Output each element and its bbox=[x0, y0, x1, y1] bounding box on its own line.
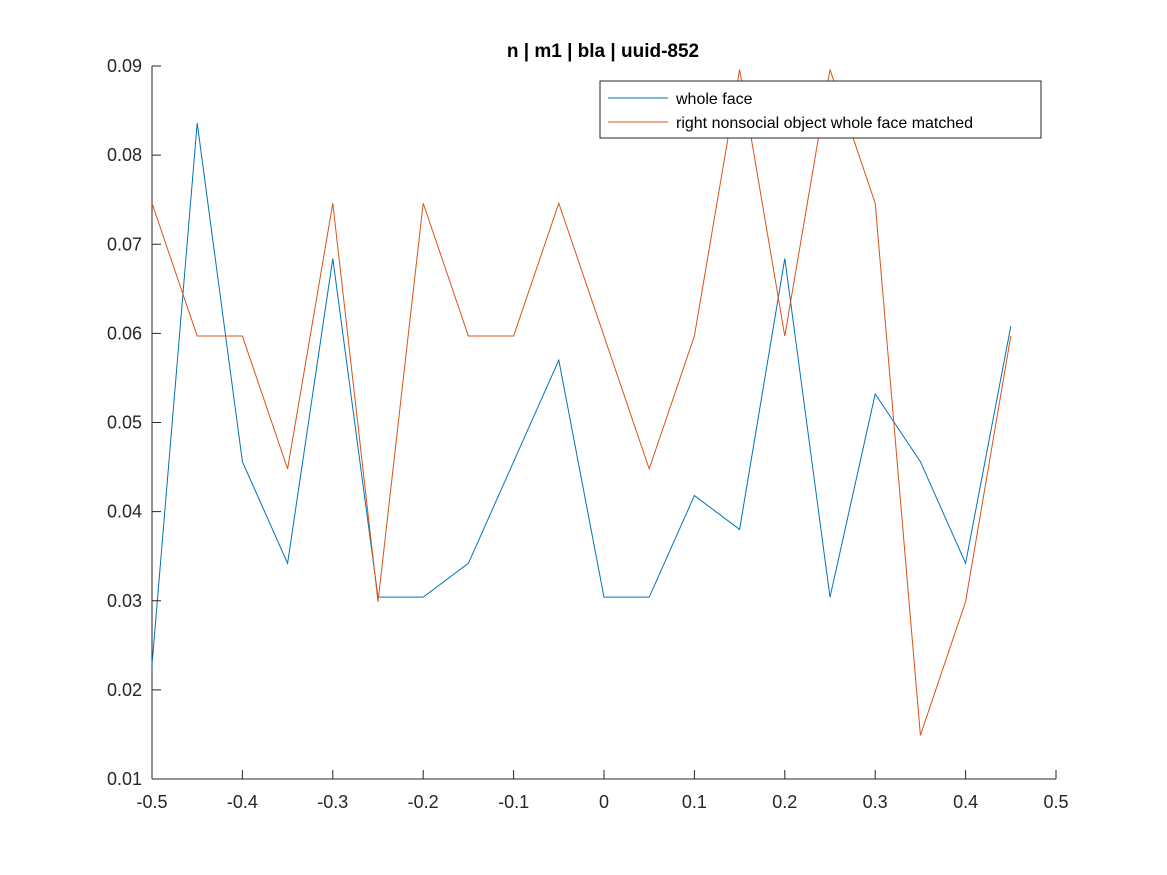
legend-box bbox=[599, 80, 1042, 139]
series-line-right-nonsocial-object bbox=[151, 69, 1012, 736]
x-tick-label: 0.2 bbox=[772, 792, 797, 812]
y-tick-label: 0.06 bbox=[107, 323, 142, 343]
x-tick-label: -0.2 bbox=[408, 792, 439, 812]
y-tick-label: 0.09 bbox=[107, 56, 142, 76]
x-tick-label: -0.4 bbox=[227, 792, 258, 812]
series-layer bbox=[151, 69, 1012, 736]
series-line-whole-face bbox=[151, 122, 1012, 665]
y-tick-label: 0.07 bbox=[107, 234, 142, 254]
x-tick-label: 0.4 bbox=[953, 792, 978, 812]
ticks-layer: -0.5 -0.4 -0.3 -0.2 -0.1 0 0.1 0.2 0.3 0.4 0.5 0.01… bbox=[107, 56, 1069, 812]
y-tick-label: 0.03 bbox=[107, 591, 142, 611]
axes bbox=[151, 66, 1056, 780]
x-tick-label: 0.1 bbox=[682, 792, 707, 812]
x-tick-label: -0.3 bbox=[317, 792, 348, 812]
x-tick-label: 0.5 bbox=[1043, 792, 1068, 812]
y-tick-label: 0.04 bbox=[107, 502, 142, 522]
legend: whole face right nonsocial object whole f… bbox=[599, 80, 1042, 139]
y-tick-label: 0.05 bbox=[107, 413, 142, 433]
x-tick-label: 0.3 bbox=[863, 792, 888, 812]
chart-title: n | m1 | bla | uuid-852 bbox=[507, 41, 699, 62]
x-tick-label: -0.1 bbox=[498, 792, 529, 812]
y-tick-label: 0.01 bbox=[107, 769, 142, 789]
y-tick-label: 0.08 bbox=[107, 145, 142, 165]
legend-label: whole face bbox=[675, 91, 753, 108]
legend-label: right nonsocial object whole face matche… bbox=[676, 115, 973, 132]
plot-area bbox=[152, 66, 1056, 779]
x-tick-label: 0 bbox=[599, 792, 609, 812]
x-tick-label: -0.5 bbox=[136, 792, 167, 812]
y-tick-label: 0.02 bbox=[107, 680, 142, 700]
